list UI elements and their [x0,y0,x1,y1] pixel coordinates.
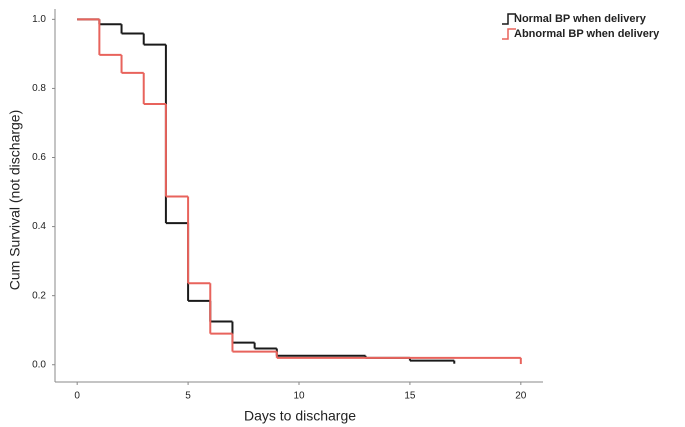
y-tick-label: 0.6 [32,152,46,163]
x-tick-label: 5 [185,391,191,402]
y-tick-label: 0.0 [32,359,46,370]
x-tick-label: 20 [515,391,527,402]
x-tick-label: 0 [74,391,80,402]
x-axis-title: Days to discharge [244,408,356,424]
y-tick-label: 1.0 [32,14,46,25]
y-tick-label: 0.2 [32,290,46,301]
x-tick-label: 10 [293,391,305,402]
x-tick-label: 15 [404,391,416,402]
legend-swatch [502,28,516,40]
y-axis-title: Cum Survival (not discharge) [7,110,23,291]
y-tick-label: 0.4 [32,221,46,232]
legend-swatch [502,13,516,25]
y-tick-label: 0.8 [32,83,46,94]
legend-label: Abnormal BP when delivery [514,28,660,40]
legend-label: Normal BP when delivery [514,13,647,25]
